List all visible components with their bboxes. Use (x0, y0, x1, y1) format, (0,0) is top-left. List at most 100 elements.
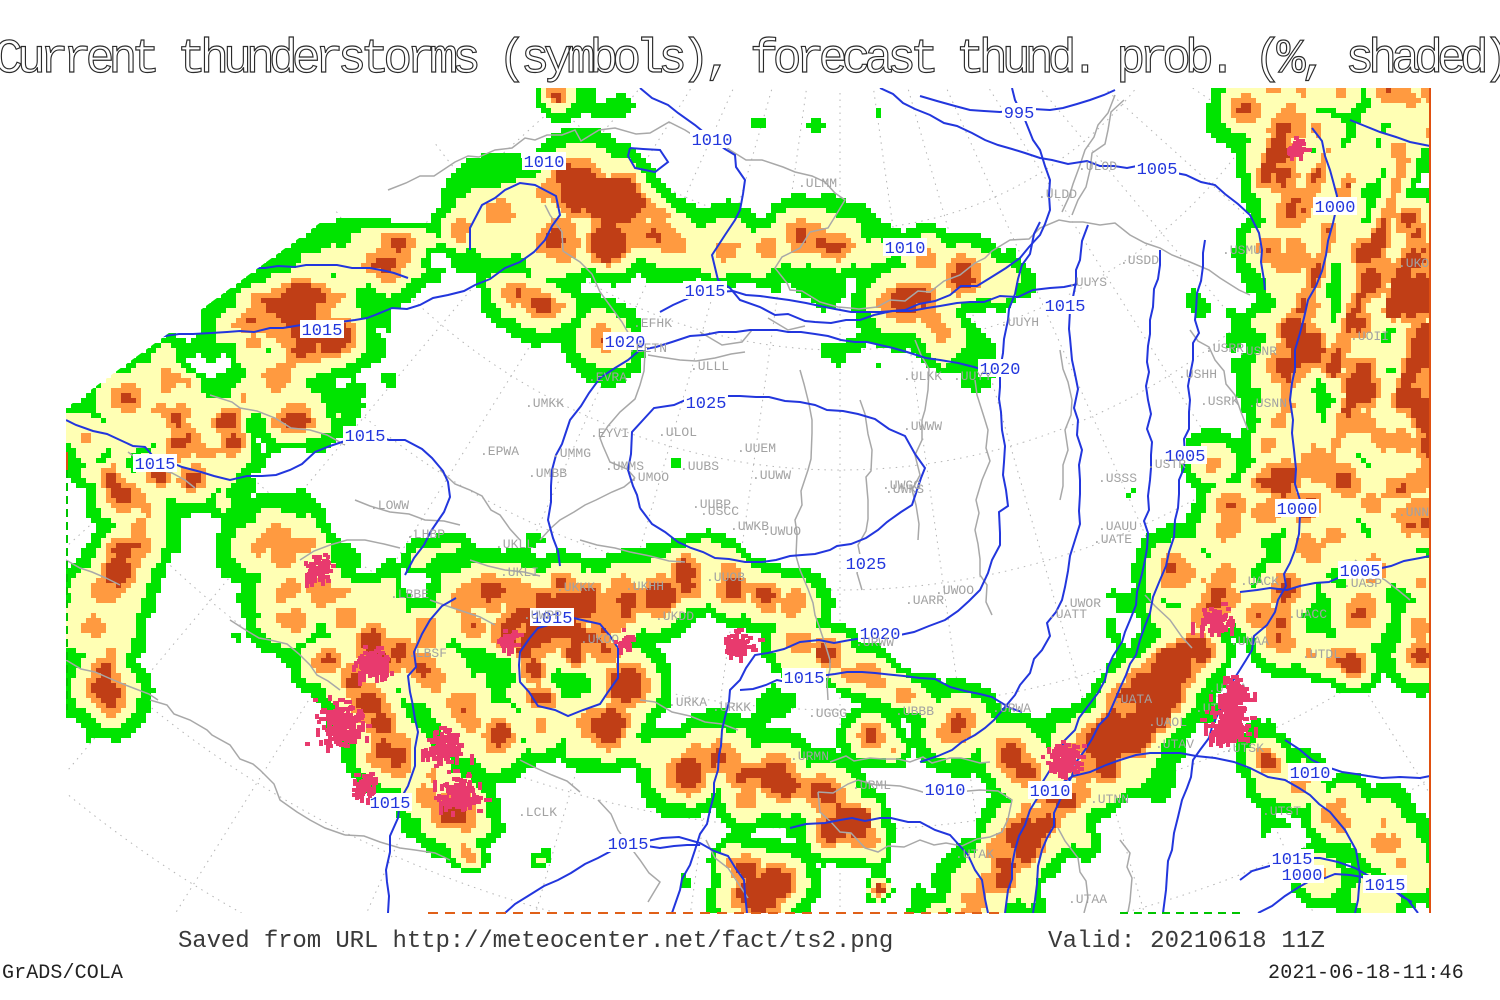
svg-text:.LCLK: .LCLK (518, 805, 557, 820)
svg-text:.LOWW: .LOWW (370, 498, 409, 513)
svg-text:1015: 1015 (1045, 298, 1086, 317)
svg-text:1010: 1010 (1290, 765, 1331, 784)
svg-text:.UACK: .UACK (1240, 574, 1279, 589)
svg-text:1010: 1010 (925, 782, 966, 801)
svg-text:.URWA: .URWA (992, 701, 1031, 716)
svg-text:.UNAA: .UNAA (1230, 634, 1269, 649)
svg-text:.UKOO: .UKOO (580, 632, 619, 647)
svg-text:.EYVI: .EYVI (590, 426, 629, 441)
svg-text:.LHBP: .LHBP (406, 527, 445, 542)
svg-text:.UACC: .UACC (1288, 607, 1327, 622)
svg-text:1010: 1010 (885, 240, 926, 259)
svg-text:.LBSF: .LBSF (408, 646, 447, 661)
svg-text:1015: 1015 (532, 610, 573, 629)
svg-text:1015: 1015 (135, 456, 176, 475)
svg-text:.UMBB: .UMBB (528, 466, 567, 481)
svg-text:1015: 1015 (685, 283, 726, 302)
svg-text:.UWGG: .UWGG (882, 478, 921, 493)
svg-text:.UATE: .UATE (1093, 532, 1132, 547)
svg-text:1025: 1025 (686, 395, 727, 414)
svg-text:.UUYS: .UUYS (1068, 275, 1107, 290)
svg-text:1020: 1020 (860, 626, 901, 645)
svg-text:.UBBB: .UBBB (895, 704, 934, 719)
svg-text:1000: 1000 (1282, 867, 1323, 886)
svg-text:.UUYY: .UUYY (953, 369, 992, 384)
svg-text:.URML: .URML (852, 778, 891, 793)
svg-text:.EFHK: .EFHK (633, 316, 672, 331)
svg-text:1015: 1015 (370, 795, 411, 814)
svg-text:.UAUU: .UAUU (1098, 519, 1137, 534)
svg-text:.ULKK: .ULKK (903, 369, 942, 384)
svg-text:1005: 1005 (1340, 563, 1381, 582)
svg-text:1010: 1010 (524, 154, 565, 173)
svg-text:1015: 1015 (784, 670, 825, 689)
svg-text:.USTR: .USTR (1147, 457, 1186, 472)
svg-text:.URKA: .URKA (668, 695, 707, 710)
svg-text:.LBBE: .LBBE (390, 587, 429, 602)
svg-text:.UWWW: .UWWW (903, 419, 942, 434)
svg-text:.UKHH: .UKHH (625, 579, 664, 594)
svg-text:.UTNN: .UTNN (1090, 792, 1129, 807)
svg-text:.USMU: .USMU (1222, 243, 1261, 258)
svg-text:.USHH: .USHH (1178, 367, 1217, 382)
svg-text:1025: 1025 (846, 556, 887, 575)
svg-text:.UMKK: .UMKK (525, 396, 564, 411)
svg-text:.UTDL: .UTDL (1302, 647, 1341, 662)
svg-text:1010: 1010 (692, 132, 733, 151)
svg-text:1015: 1015 (1365, 877, 1406, 896)
svg-text:.ULLL: .ULLL (690, 359, 729, 374)
svg-text:.UUOB: .UUOB (706, 570, 745, 585)
svg-text:.UGGG: .UGGG (808, 706, 847, 721)
svg-text:.UWKS: .UWKS (885, 482, 924, 497)
svg-text:.USNR: .USNR (1238, 344, 1277, 359)
svg-text:.UTST: .UTST (1262, 804, 1301, 819)
svg-text:.UWOR: .UWOR (1062, 596, 1101, 611)
svg-text:1015: 1015 (608, 836, 649, 855)
svg-text:1015: 1015 (345, 428, 386, 447)
svg-text:995: 995 (1004, 105, 1035, 124)
svg-text:.USSS: .USSS (1098, 471, 1137, 486)
svg-text:.UKDD: .UKDD (655, 609, 694, 624)
svg-text:.URWW: .URWW (855, 635, 894, 650)
svg-text:.UASP: .UASP (1343, 576, 1382, 591)
svg-text:.UKLL: .UKLL (495, 537, 534, 552)
svg-text:1020: 1020 (605, 334, 646, 353)
svg-text:.UUEM: .UUEM (737, 441, 776, 456)
svg-text:.URKK: .URKK (712, 700, 751, 715)
svg-text:.USCC: .USCC (700, 504, 739, 519)
svg-text:.UUWW: .UUWW (752, 468, 791, 483)
svg-text:.EVRA: .EVRA (588, 370, 627, 385)
svg-text:1005: 1005 (1137, 161, 1178, 180)
svg-text:.ULOL: .ULOL (658, 425, 697, 440)
svg-text:1005: 1005 (1165, 448, 1206, 467)
svg-text:.UWKB: .UWKB (730, 519, 769, 534)
svg-text:1000: 1000 (1315, 199, 1356, 218)
svg-text:.UOII: .UOII (1350, 329, 1389, 344)
svg-text:.USNN: .USNN (1248, 396, 1287, 411)
svg-text:.UKKK: .UKKK (556, 580, 595, 595)
svg-text:.UTAV: .UTAV (1155, 737, 1194, 752)
svg-text:.UMMG: .UMMG (552, 446, 591, 461)
svg-text:1000: 1000 (1277, 501, 1318, 520)
svg-text:.UMOO: .UMOO (630, 470, 669, 485)
svg-text:.USRR: .USRR (1205, 341, 1244, 356)
svg-text:.EPWA: .EPWA (480, 444, 519, 459)
svg-text:.UKLI: .UKLI (500, 565, 539, 580)
svg-text:.UTSK: .UTSK (1225, 741, 1264, 756)
svg-text:.UAOL: .UAOL (1148, 715, 1187, 730)
svg-text:.ULMM: .ULMM (798, 176, 837, 191)
svg-text:.UKOH: .UKOH (1398, 256, 1437, 271)
svg-text:.UARR: .UARR (905, 593, 944, 608)
svg-text:.UWOO: .UWOO (935, 583, 974, 598)
svg-text:.USRK: .USRK (1200, 394, 1239, 409)
svg-text:.UWUO: .UWUO (762, 524, 801, 539)
svg-text:1015: 1015 (302, 322, 343, 341)
svg-text:.ULDD: .ULDD (1038, 187, 1077, 202)
svg-text:1010: 1010 (1030, 783, 1071, 802)
svg-text:.UTAK: .UTAK (955, 847, 994, 862)
svg-text:.UTAA: .UTAA (1068, 892, 1107, 907)
svg-text:.URMN: .URMN (790, 749, 829, 764)
svg-text:1020: 1020 (980, 361, 1021, 380)
svg-text:.UWPP: .UWPP (523, 608, 562, 623)
svg-text:.UUYH: .UUYH (1000, 315, 1039, 330)
